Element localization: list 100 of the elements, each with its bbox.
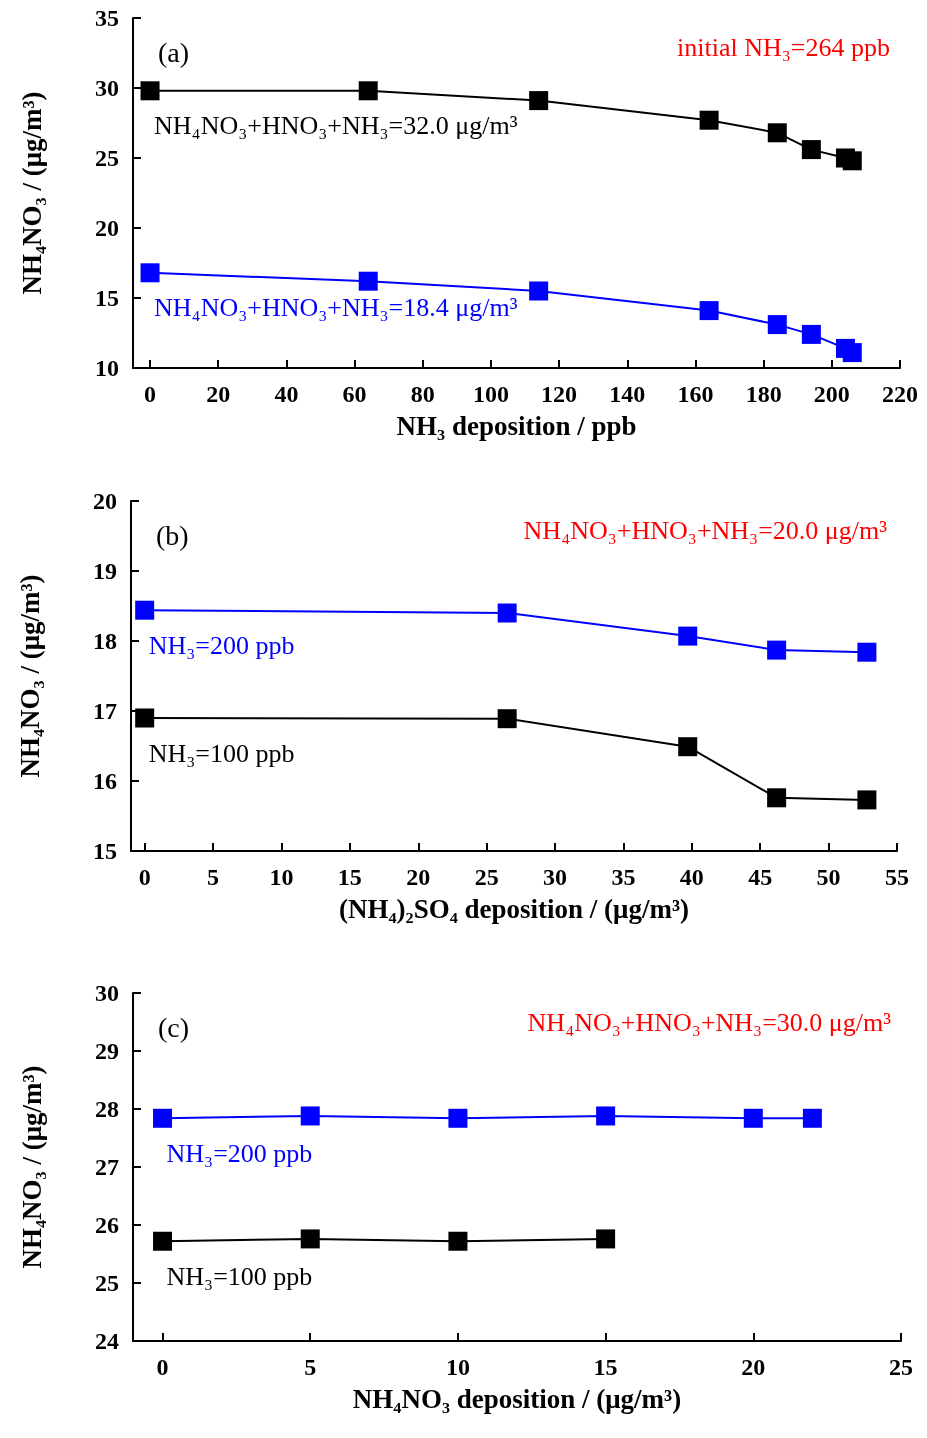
y-tick-label: 16 [93, 768, 117, 794]
point [140, 81, 160, 101]
x-tick-label: 200 [813, 381, 850, 407]
x-tick-label: 40 [679, 864, 704, 890]
x-tick-label: 0 [156, 1354, 169, 1380]
y-tick-label: 24 [95, 1328, 119, 1354]
point [767, 315, 787, 335]
y-tick-label: 29 [95, 1038, 119, 1064]
x-axis-title: NH₃ deposition / ppb [396, 410, 637, 441]
y-tick-label: 35 [95, 5, 119, 31]
x-tick-label: 5 [207, 864, 220, 890]
y-tick-label: 20 [93, 488, 117, 514]
point [596, 1106, 616, 1126]
y-tick-label: 17 [93, 698, 117, 724]
point [678, 626, 698, 646]
y-axis-title: NH₄NO₃ / (μg/m³) [16, 1065, 47, 1269]
y-tick-label: 25 [95, 1270, 119, 1296]
point [699, 110, 719, 130]
x-tick-label: 10 [269, 864, 294, 890]
x-tick-label: 180 [745, 381, 782, 407]
x-tick-label: 30 [543, 864, 568, 890]
point [153, 1108, 173, 1128]
x-tick-label: 15 [337, 864, 362, 890]
x-tick-label: 55 [885, 864, 909, 890]
point [767, 640, 787, 660]
point [842, 343, 862, 363]
y-tick-label: 30 [95, 75, 119, 101]
y-tick-label: 19 [93, 558, 117, 584]
y-tick-label: 15 [95, 285, 119, 311]
point [153, 1231, 173, 1251]
y-tick-label: 15 [93, 838, 117, 864]
annotation: NH₄NO₃+HNO₃+NH₃=30.0 μg/m³ [527, 1007, 892, 1037]
x-tick-label: 220 [882, 381, 918, 407]
point [857, 642, 877, 662]
x-tick-label: 0 [144, 381, 157, 407]
point [300, 1106, 320, 1126]
x-tick-label: 120 [541, 381, 578, 407]
x-axis-title: (NH₄)₂SO₄ deposition / (μg/m³) [339, 893, 689, 924]
y-tick-label: 30 [95, 980, 119, 1006]
y-tick-label: 28 [95, 1096, 119, 1122]
point [767, 788, 787, 808]
x-tick-label: 25 [889, 1354, 913, 1380]
x-tick-label: 140 [609, 381, 646, 407]
point [135, 600, 155, 620]
y-axis-title: NH₄NO₃ / (μg/m³) [14, 574, 45, 778]
point [801, 140, 821, 160]
x-tick-label: 0 [138, 864, 151, 890]
x-tick-label: 35 [611, 864, 636, 890]
point [802, 1108, 822, 1128]
annotation: NH₄NO₃+HNO₃+NH₃=20.0 μg/m³ [523, 515, 888, 545]
point [529, 91, 549, 111]
point [358, 271, 378, 291]
annotation: initial NH₃=264 ppb [677, 32, 891, 62]
x-tick-label: 40 [274, 381, 299, 407]
point [448, 1108, 468, 1128]
x-tick-label: 45 [748, 864, 773, 890]
y-tick-label: 27 [95, 1154, 119, 1180]
annotation: (a) [158, 36, 190, 68]
point [448, 1231, 468, 1251]
point [140, 263, 160, 283]
y-tick-label: 20 [95, 215, 119, 241]
series-label: NH₄NO₃+HNO₃+NH₃=18.4 μg/m³ [154, 293, 518, 323]
point [699, 301, 719, 321]
x-tick-label: 5 [304, 1354, 317, 1380]
series-label: NH₄NO₃+HNO₃+NH₃=32.0 μg/m³ [154, 111, 518, 141]
point [801, 324, 821, 344]
y-tick-label: 10 [95, 355, 119, 381]
x-tick-label: 25 [474, 864, 499, 890]
point [497, 603, 517, 623]
point [135, 708, 155, 728]
series-label: NH₃=100 ppb [148, 738, 295, 768]
point [300, 1229, 320, 1249]
point [857, 790, 877, 810]
x-tick-label: 10 [445, 1354, 470, 1380]
point [497, 709, 517, 729]
series-label: NH₃=200 ppb [148, 630, 295, 660]
x-tick-label: 15 [593, 1354, 618, 1380]
x-tick-label: 20 [741, 1354, 766, 1380]
x-tick-label: 80 [410, 381, 435, 407]
x-tick-label: 20 [206, 381, 231, 407]
x-axis-title: NH₄NO₃ deposition / (μg/m³) [352, 1383, 682, 1414]
point [842, 151, 862, 171]
x-tick-label: 160 [677, 381, 714, 407]
point [678, 737, 698, 757]
series-label: NH₃=200 ppb [166, 1138, 313, 1168]
x-tick-label: 60 [342, 381, 367, 407]
y-tick-label: 25 [95, 145, 119, 171]
series-label: NH₃=100 ppb [166, 1261, 313, 1291]
point [529, 281, 549, 301]
x-tick-label: 100 [472, 381, 509, 407]
point [743, 1108, 763, 1128]
x-tick-label: 20 [406, 864, 431, 890]
x-tick-label: 50 [816, 864, 841, 890]
annotation: (c) [158, 1011, 190, 1043]
y-tick-label: 18 [93, 628, 117, 654]
annotation: (b) [156, 519, 189, 551]
point [596, 1229, 616, 1249]
y-axis-title: NH₄NO₃ / (μg/m³) [16, 91, 47, 295]
y-tick-label: 26 [95, 1212, 119, 1238]
point [767, 123, 787, 143]
